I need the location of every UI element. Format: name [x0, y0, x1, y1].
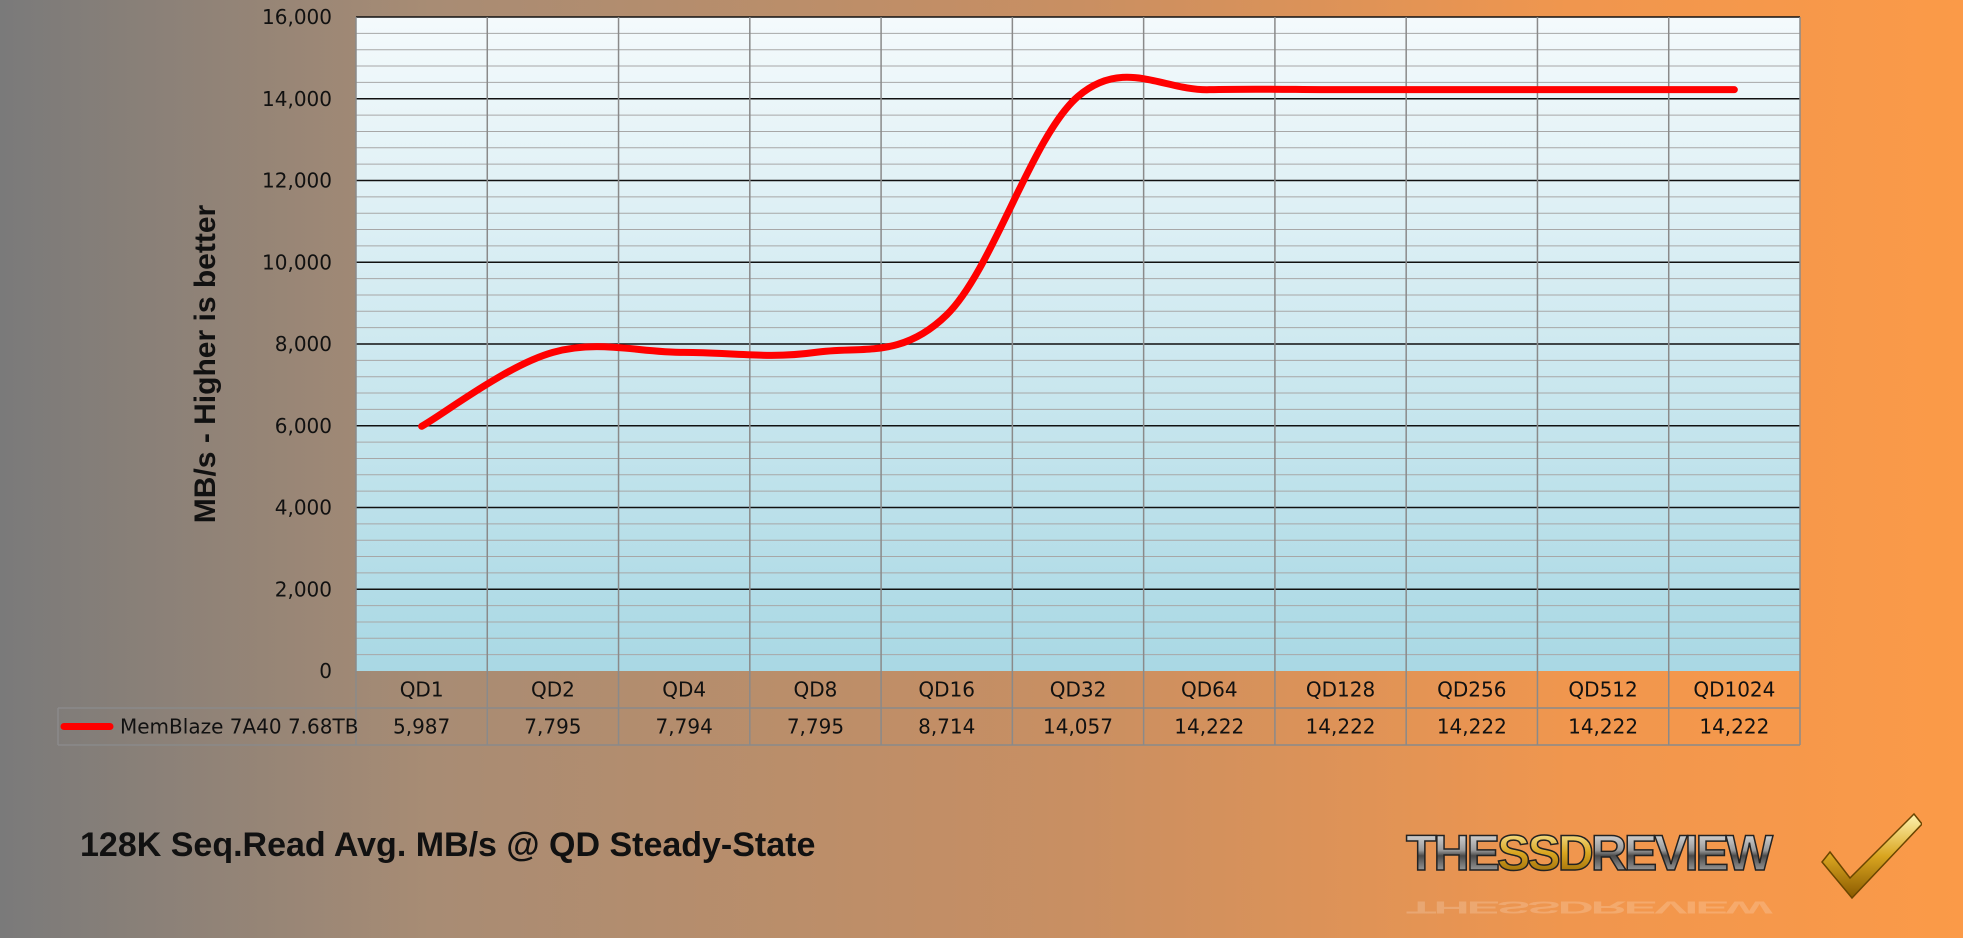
x-category-label: QD4 [662, 678, 706, 702]
y-tick-label: 2,000 [275, 577, 332, 601]
series-line-memblaze [418, 73, 1738, 430]
x-category-label: QD1024 [1693, 678, 1775, 702]
data-table-value: 7,795 [787, 715, 844, 739]
data-table-value: 7,795 [524, 715, 581, 739]
x-category-label: QD32 [1050, 678, 1107, 702]
x-category-label: QD16 [918, 678, 975, 702]
y-tick-label: 12,000 [262, 169, 332, 193]
svg-text:THESSDREVIEW: THESSDREVIEW [1406, 898, 1774, 918]
site-logo: THESSDREVIEW THESSDREVIEW [1405, 812, 1922, 918]
x-category-label: QD128 [1306, 678, 1375, 702]
data-table: QD1 QD2 QD4 QD8 QD16 QD32 QD64 QD128 QD256 QD512 Q… [57, 678, 1800, 746]
minor-gridlines [356, 32, 1800, 656]
x-category-label: QD2 [531, 678, 575, 702]
y-axis-ticks: 0 2,000 4,000 6,000 8,000 10,000 12,000 14,000 1… [262, 5, 332, 683]
data-table-value: 14,222 [1174, 715, 1244, 739]
data-table-value: 5,987 [393, 715, 450, 739]
data-table-value: 14,057 [1043, 715, 1113, 739]
data-table-value: 14,222 [1306, 715, 1376, 739]
data-table-value: 7,794 [656, 715, 713, 739]
legend-series-name: MemBlaze 7A40 7.68TB [120, 715, 358, 739]
y-tick-label: 10,000 [262, 250, 332, 274]
x-category-label: QD256 [1437, 678, 1506, 702]
y-tick-label: 4,000 [275, 496, 332, 520]
x-category-label: QD512 [1568, 678, 1637, 702]
y-tick-label: 0 [319, 659, 332, 683]
data-table-value: 14,222 [1699, 715, 1769, 739]
x-category-label: QD1 [400, 678, 444, 702]
y-axis-label: MB/s - Higher is better [189, 204, 222, 523]
svg-text:THESSDREVIEW: THESSDREVIEW [1406, 825, 1774, 881]
x-category-label: QD64 [1181, 678, 1238, 702]
checkmark-icon [1821, 812, 1922, 900]
y-tick-label: 16,000 [262, 5, 332, 29]
vertical-gridlines [355, 17, 1801, 745]
data-table-value: 14,222 [1568, 715, 1638, 739]
y-tick-label: 8,000 [275, 332, 332, 356]
chart-title: 128K Seq.Read Avg. MB/s @ QD Steady-Stat… [80, 826, 816, 864]
x-category-label: QD8 [794, 678, 838, 702]
y-tick-label: 6,000 [275, 414, 332, 438]
logo-text-ssd: SSD [1497, 825, 1593, 881]
y-tick-label: 14,000 [262, 87, 332, 111]
data-table-value: 8,714 [918, 715, 975, 739]
major-gridlines [356, 16, 1800, 591]
data-table-value: 14,222 [1437, 715, 1507, 739]
logo-text-review: REVIEW [1591, 825, 1774, 881]
logo-text-the: THE [1406, 825, 1499, 881]
chart: 0 2,000 4,000 6,000 8,000 10,000 12,000 14,000 1… [57, 5, 1801, 746]
series-layer [418, 73, 1738, 430]
